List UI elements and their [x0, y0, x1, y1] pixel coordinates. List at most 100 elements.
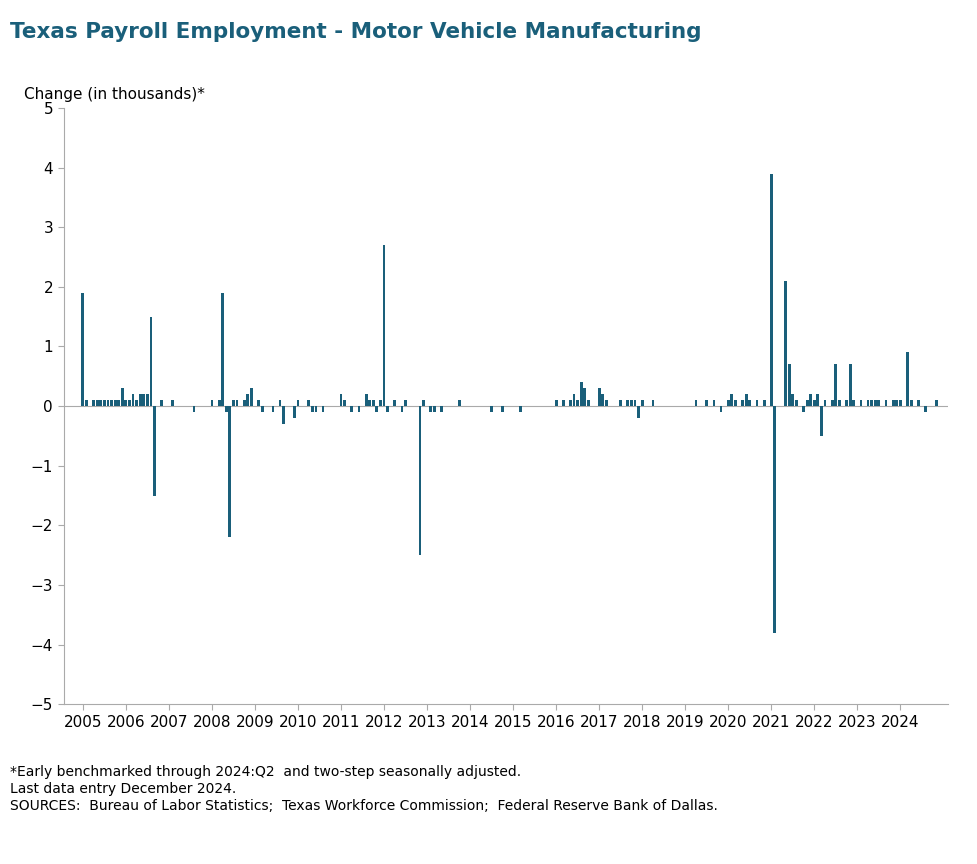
Bar — [233, 400, 234, 406]
Bar — [379, 400, 382, 406]
Bar — [820, 406, 823, 435]
Bar — [297, 400, 299, 406]
Bar — [261, 406, 264, 412]
Bar — [100, 400, 103, 406]
Bar — [602, 394, 604, 406]
Bar — [103, 400, 106, 406]
Bar — [372, 400, 375, 406]
Bar — [906, 353, 909, 406]
Bar — [383, 245, 386, 406]
Bar — [96, 400, 99, 406]
Bar — [935, 400, 938, 406]
Bar — [321, 406, 324, 412]
Bar — [132, 394, 135, 406]
Bar — [246, 394, 249, 406]
Bar — [422, 400, 425, 406]
Bar — [899, 400, 902, 406]
Bar — [817, 394, 820, 406]
Bar — [809, 394, 812, 406]
Bar — [641, 400, 644, 406]
Bar — [712, 400, 715, 406]
Bar — [218, 400, 221, 406]
Bar — [569, 400, 572, 406]
Text: Texas Payroll Employment - Motor Vehicle Manufacturing: Texas Payroll Employment - Motor Vehicle… — [10, 22, 701, 41]
Bar — [458, 400, 461, 406]
Bar — [806, 400, 809, 406]
Bar — [433, 406, 436, 412]
Bar — [834, 365, 837, 406]
Bar — [860, 400, 863, 406]
Bar — [106, 400, 109, 406]
Bar — [110, 400, 113, 406]
Bar — [124, 400, 127, 406]
Bar — [394, 400, 397, 406]
Bar — [85, 400, 88, 406]
Bar — [351, 406, 353, 412]
Bar — [375, 406, 378, 412]
Bar — [229, 406, 232, 537]
Bar — [562, 400, 565, 406]
Bar — [257, 400, 260, 406]
Bar — [358, 406, 361, 412]
Bar — [418, 406, 421, 556]
Bar — [308, 400, 310, 406]
Bar — [598, 388, 601, 406]
Bar — [824, 400, 827, 406]
Bar — [368, 400, 371, 406]
Bar — [113, 400, 116, 406]
Bar — [235, 400, 238, 406]
Bar — [401, 406, 404, 412]
Bar — [795, 400, 798, 406]
Bar — [243, 400, 245, 406]
Bar — [871, 400, 873, 406]
Bar — [742, 400, 744, 406]
Bar — [910, 400, 913, 406]
Bar — [117, 400, 120, 406]
Bar — [81, 293, 84, 406]
Bar — [884, 400, 887, 406]
Bar — [580, 382, 582, 406]
Bar — [250, 388, 253, 406]
Bar — [519, 406, 522, 412]
Bar — [755, 400, 758, 406]
Bar — [873, 400, 876, 406]
Bar — [501, 406, 504, 412]
Bar — [343, 400, 346, 406]
Bar — [838, 400, 841, 406]
Bar — [731, 394, 734, 406]
Bar — [139, 394, 142, 406]
Text: *Early benchmarked through 2024:Q2  and two-step seasonally adjusted.: *Early benchmarked through 2024:Q2 and t… — [10, 765, 521, 778]
Bar — [146, 394, 149, 406]
Bar — [705, 400, 708, 406]
Bar — [315, 406, 318, 412]
Bar — [340, 394, 342, 406]
Bar — [727, 400, 730, 406]
Bar — [892, 400, 895, 406]
Bar — [770, 174, 773, 406]
Bar — [720, 406, 722, 412]
Bar — [695, 400, 698, 406]
Bar — [630, 400, 633, 406]
Bar — [573, 394, 575, 406]
Bar — [429, 406, 432, 412]
Bar — [744, 394, 747, 406]
Bar — [763, 400, 766, 406]
Bar — [293, 406, 296, 418]
Bar — [748, 400, 751, 406]
Bar — [626, 400, 629, 406]
Bar — [785, 281, 787, 406]
Bar — [652, 400, 655, 406]
Bar — [211, 400, 213, 406]
Bar — [92, 400, 95, 406]
Bar — [222, 293, 224, 406]
Bar — [787, 365, 790, 406]
Bar — [386, 406, 389, 412]
Bar — [555, 400, 558, 406]
Bar — [877, 400, 880, 406]
Bar — [404, 400, 407, 406]
Bar — [619, 400, 622, 406]
Bar — [171, 400, 174, 406]
Bar — [605, 400, 608, 406]
Bar — [637, 406, 640, 418]
Bar — [121, 388, 124, 406]
